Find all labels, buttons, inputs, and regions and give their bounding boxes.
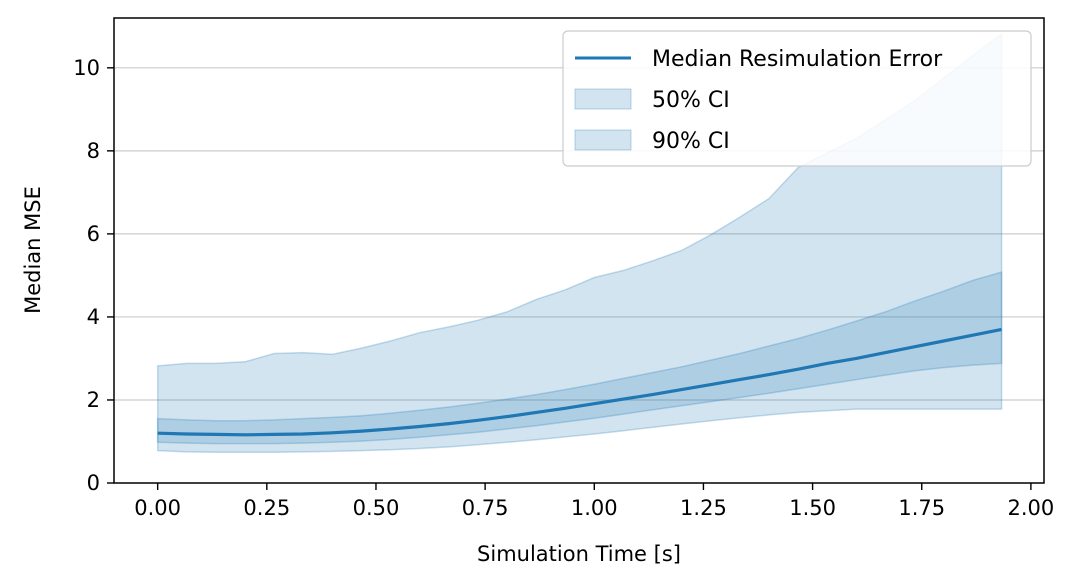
x-tick-label: 1.75 [898,496,945,520]
median-line-layer [157,327,1002,437]
median-resimulation-error-line [157,327,1002,437]
y-tick-label: 10 [73,56,100,80]
confidence-bands [156,32,1003,454]
x-tick-label: 0.00 [134,496,181,520]
y-tick-label: 6 [87,222,100,246]
x-tick-label: 1.00 [571,496,618,520]
x-tick-label: 1.50 [789,496,836,520]
x-tick-label: 0.75 [462,496,509,520]
y-axis-label: Median MSE [21,186,45,314]
y-tick-label: 0 [87,471,100,495]
y-tick-label: 4 [87,305,100,329]
legend: Median Resimulation Error 50% CI 90% CI [562,30,1032,167]
y-axis-ticks: 0 2 4 6 8 10 [73,56,114,495]
legend-box [562,30,1032,167]
legend-swatch-90ci [574,129,632,151]
band-50ci [156,271,1003,445]
x-tick-label: 0.25 [243,496,290,520]
legend-swatch-50ci [574,88,632,110]
x-axis-label: Simulation Time [s] [477,542,681,566]
legend-label-median: Median Resimulation Error [652,47,943,72]
legend-label-90ci: 90% CI [652,129,730,154]
x-tick-label: 1.25 [680,496,727,520]
y-tick-label: 2 [87,388,100,412]
x-tick-label: 2.00 [1008,496,1055,520]
y-tick-label: 8 [87,139,100,163]
x-tick-label: 0.50 [353,496,400,520]
band-90ci [156,32,1003,454]
plot-frame [113,17,1045,484]
x-axis-ticks: 0.00 0.25 0.50 0.75 1.00 1.25 1.50 1.75 2.00 [134,483,1054,520]
legend-label-50ci: 50% CI [652,88,730,113]
